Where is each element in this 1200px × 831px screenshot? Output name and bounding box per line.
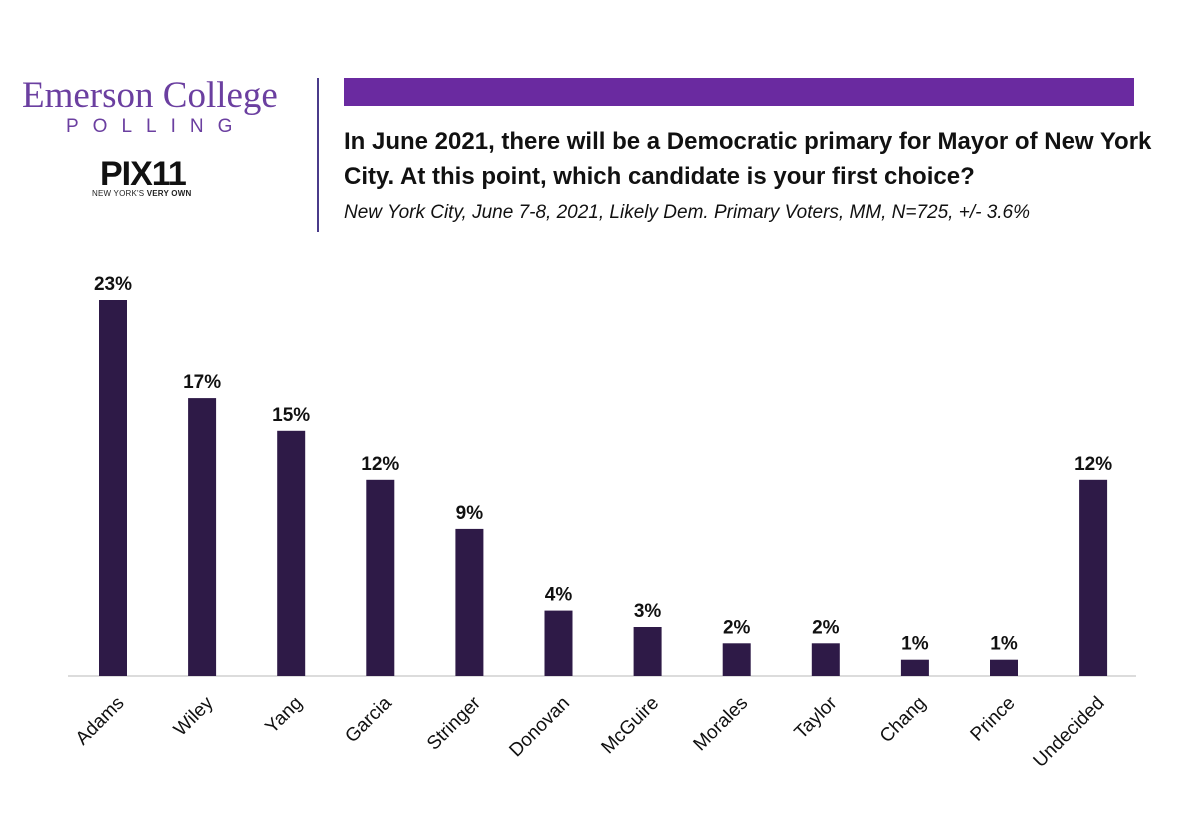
category-label-undecided: Undecided: [1030, 693, 1109, 772]
value-label-undecided: 12%: [1074, 454, 1112, 475]
bar-taylor: [811, 643, 840, 676]
bar-yang: [277, 430, 306, 676]
value-label-donovan: 4%: [545, 585, 573, 606]
header-divider: [317, 78, 319, 232]
brand-name: Emerson College: [22, 75, 278, 116]
value-label-taylor: 2%: [812, 617, 840, 638]
bar-donovan: [544, 610, 573, 676]
bar-prince: [990, 659, 1018, 676]
pix11-logo: PIX11: [100, 148, 200, 200]
category-label-yang: Yang: [262, 693, 307, 738]
accent-bar: [344, 78, 1134, 106]
category-label-garcia: Garcia: [341, 692, 396, 747]
chart-bars: 23% Adams 17% Wiley 15% Yang 12% Garcia 9% String…: [72, 274, 1112, 772]
bar-garcia: [366, 479, 395, 676]
value-label-prince: 1%: [990, 634, 1018, 655]
category-label-taylor: Taylor: [791, 692, 842, 743]
category-label-morales: Morales: [690, 693, 753, 756]
bar-wiley: [188, 398, 217, 676]
pix11-tagline-bold: VERY OWN: [146, 189, 192, 198]
category-label-wiley: Wiley: [170, 692, 218, 740]
bar-morales: [722, 643, 751, 676]
bar-chang: [900, 659, 929, 676]
value-label-yang: 15%: [272, 405, 310, 426]
bar-stringer: [455, 528, 484, 676]
category-label-stringer: Stringer: [423, 692, 485, 754]
pix11-logo-text: PIX11: [100, 154, 187, 193]
bar-undecided: [1079, 479, 1108, 676]
brand-subtitle: POLLING: [66, 116, 247, 137]
category-label-donovan: Donovan: [505, 693, 574, 762]
category-label-chang: Chang: [876, 693, 930, 747]
category-label-mcguire: McGuire: [598, 693, 664, 759]
category-label-adams: Adams: [72, 693, 129, 750]
category-label-prince: Prince: [967, 693, 1020, 746]
value-label-morales: 2%: [723, 617, 751, 638]
chart-subtitle: New York City, June 7-8, 2021, Likely De…: [344, 202, 1031, 223]
value-label-garcia: 12%: [361, 454, 399, 475]
pix11-tagline-pre: NEW YORK'S: [92, 189, 147, 198]
value-label-chang: 1%: [901, 634, 929, 655]
value-label-stringer: 9%: [456, 503, 484, 524]
pix11-tagline: NEW YORK'S VERY OWN: [92, 189, 191, 198]
value-label-mcguire: 3%: [634, 601, 662, 622]
value-label-wiley: 17%: [183, 372, 221, 393]
value-label-adams: 23%: [94, 274, 132, 295]
bar-adams: [99, 300, 127, 676]
bar-mcguire: [633, 627, 662, 676]
chart-question: In June 2021, there will be a Democratic…: [344, 128, 1152, 190]
